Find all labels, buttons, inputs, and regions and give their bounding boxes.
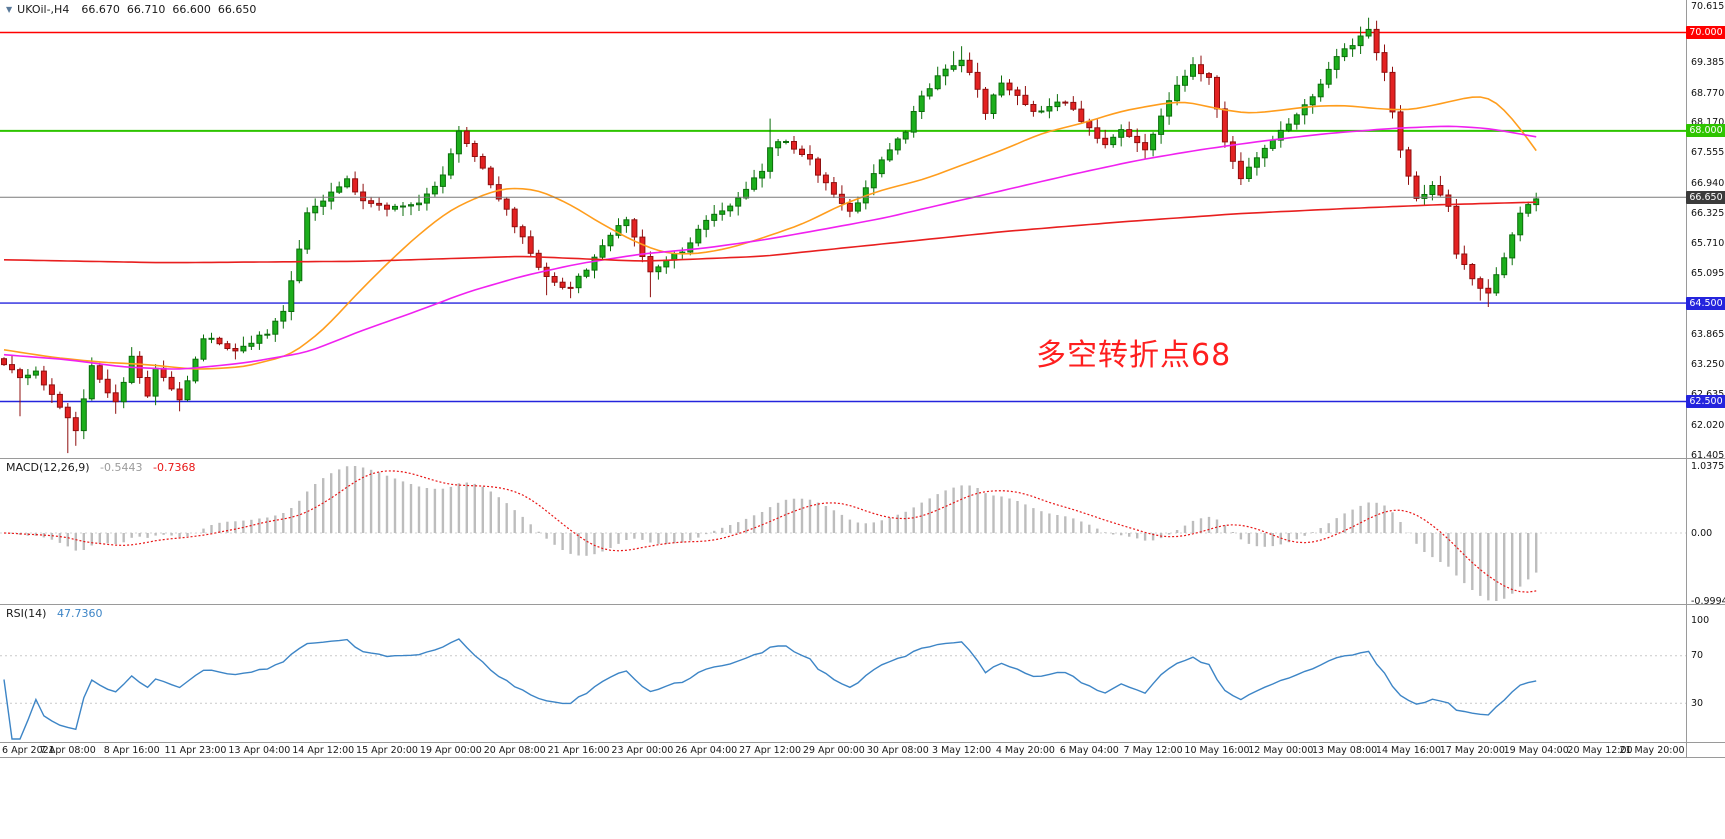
time-tick-label: 8 Apr 16:00	[103, 745, 160, 756]
price-tick: -0.9994	[1691, 595, 1725, 607]
price-badge-68.000: 68.000	[1686, 124, 1725, 138]
time-tick-label: 30 Apr 08:00	[866, 745, 929, 756]
macd-label-row: MACD(12,26,9) -0.5443 -0.7368	[6, 461, 202, 474]
macd-signal-value: -0.7368	[153, 461, 196, 474]
macd-indicator-name: MACD(12,26,9)	[6, 461, 90, 474]
price-tick: 63.865	[1691, 328, 1725, 340]
price-badge-66.650: 66.650	[1686, 190, 1725, 204]
price-tick: 67.555	[1691, 147, 1725, 159]
time-tick-label: 19 May 04:00	[1503, 745, 1569, 756]
symbol-timeframe-label: UKOil-,H4	[17, 3, 70, 16]
time-tick-label: 6 Apr 2021	[2, 745, 55, 756]
time-tick-label: 26 Apr 04:00	[675, 745, 738, 756]
time-tick-label: 4 May 20:00	[995, 745, 1055, 756]
price-badge-70.000: 70.000	[1686, 26, 1725, 39]
rsi-indicator-name: RSI(14)	[6, 607, 47, 620]
price-badge-64.500: 64.500	[1686, 296, 1725, 310]
ma-fast-orange-line	[3, 96, 1537, 370]
price-tick: 66.325	[1691, 207, 1725, 219]
time-tick-label: 19 Apr 00:00	[419, 745, 482, 756]
macd-signal-line	[3, 470, 1537, 593]
price-tick: 65.710	[1691, 238, 1725, 249]
time-tick-label: 29 Apr 00:00	[802, 745, 865, 756]
time-tick-label: 7 May 12:00	[1123, 745, 1183, 756]
time-tick-label: 14 Apr 12:00	[292, 745, 355, 756]
price-tick: 1.0375	[1691, 460, 1725, 472]
macd-histogram	[10, 466, 1538, 601]
time-tick-label: 20 May 12:00	[1567, 745, 1633, 756]
price-tick: 66.940	[1691, 177, 1725, 189]
price-tick: 70.615	[1691, 1, 1725, 12]
candles	[1, 17, 1540, 454]
time-tick-label: 20 Apr 08:00	[483, 745, 546, 756]
rsi-value: 47.7360	[56, 607, 103, 620]
ma-slow-red-line	[3, 201, 1537, 264]
time-tick-label: 10 May 16:00	[1184, 745, 1250, 756]
price-axis[interactable]: 70.615 69.385 68.770 68.170 67.555 66.940 66.3…	[1686, 0, 1725, 758]
time-axis[interactable]: 6 Apr 2021 7 Apr 08:00 8 Apr 16:00 11 Apr 2…	[0, 742, 1725, 758]
price-tick: 62.020	[1691, 419, 1725, 431]
time-tick-label: 21 May 20:00	[1619, 745, 1685, 756]
price-tick: 70	[1691, 650, 1704, 662]
time-tick-label: 17 May 20:00	[1439, 745, 1505, 756]
price-tick: 69.385	[1691, 57, 1725, 69]
ma-medium-magenta-line	[3, 125, 1537, 370]
price-tick: 100	[1691, 614, 1710, 626]
time-tick-label: 27 Apr 12:00	[739, 745, 802, 756]
price-tick: 63.250	[1691, 359, 1725, 371]
panel-dividers	[0, 0, 1725, 758]
price-tick: 65.095	[1691, 268, 1725, 280]
time-tick-label: 12 May 00:00	[1248, 745, 1314, 756]
rsi-label-row: RSI(14) 47.7360	[6, 607, 109, 620]
chart-menu-arrow-icon[interactable]: ▼	[6, 5, 13, 14]
time-tick-label: 11 Apr 23:00	[164, 745, 227, 756]
time-tick-label: 13 Apr 04:00	[228, 745, 291, 756]
price-tick: 68.170	[1691, 117, 1725, 128]
price-tick: 30	[1691, 697, 1704, 709]
macd-panel[interactable]	[0, 466, 1686, 601]
price-tick: 68.770	[1691, 87, 1725, 99]
time-tick-label: 13 May 08:00	[1312, 745, 1378, 756]
price-tick: 61.405	[1691, 449, 1725, 461]
time-tick-label: 14 May 16:00	[1375, 745, 1442, 756]
price-tick: 0.00	[1691, 527, 1713, 539]
time-tick-label: 6 May 04:00	[1059, 745, 1119, 756]
quote-low: 66.600	[172, 3, 211, 16]
price-tick: 62.635	[1691, 389, 1724, 400]
quote-open: 66.670	[81, 3, 120, 16]
quote-high: 66.710	[126, 3, 166, 16]
main-chart-panel[interactable]	[0, 17, 1686, 454]
time-tick-label: 7 Apr 08:00	[39, 745, 96, 756]
chart-title-bar: ▼ UKOil-,H4 66.670 66.710 66.600 66.650	[6, 3, 263, 16]
time-tick-label: 23 Apr 00:00	[611, 745, 674, 756]
macd-main-value: -0.5443	[100, 461, 143, 474]
price-badge-62.500: 62.500	[1686, 395, 1725, 408]
time-tick-label: 21 Apr 16:00	[547, 745, 610, 756]
quote-close: 66.650	[217, 3, 257, 16]
rsi-line	[3, 638, 1537, 740]
rsi-panel[interactable]	[0, 638, 1686, 740]
time-tick-label: 15 Apr 20:00	[356, 745, 418, 756]
time-tick-label: 3 May 12:00	[932, 745, 992, 756]
chart-annotation: 多空转折点68	[1036, 338, 1232, 373]
